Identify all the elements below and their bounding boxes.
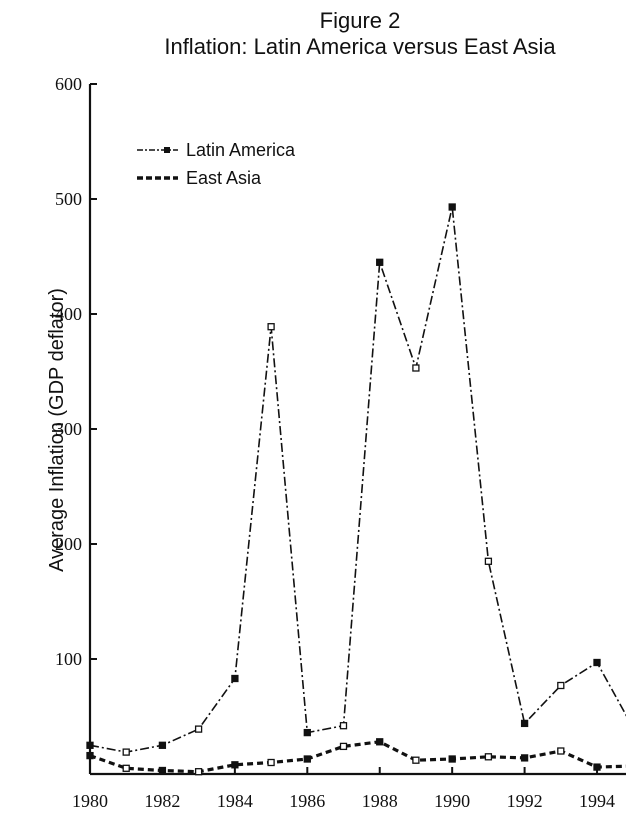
y-tick-label: 500: [55, 189, 82, 209]
data-point: [231, 761, 239, 769]
data-point: [484, 557, 493, 565]
series-layer: [86, 203, 626, 776]
data-point: [448, 203, 456, 211]
data-point: [267, 758, 275, 767]
data-point: [520, 719, 529, 728]
series-line-latin-america: [89, 206, 626, 753]
legend-marker: [164, 147, 170, 153]
legend: Latin America East Asia: [137, 140, 296, 188]
axis-ticks: 100 200 300 400 500 600 1980 1982 1984 1986 1988 19…: [55, 74, 615, 811]
x-tick-label: 1982: [144, 791, 180, 811]
data-point: [194, 768, 203, 776]
data-point: [86, 751, 94, 760]
chart-title: Inflation: Latin America versus East Asi…: [164, 34, 556, 59]
x-tick-label: 1994: [579, 791, 615, 811]
data-point: [376, 738, 384, 746]
data-point: [520, 754, 529, 762]
x-tick-label: 1992: [507, 791, 543, 811]
data-point: [122, 748, 130, 756]
data-point: [158, 741, 167, 749]
data-point: [339, 742, 348, 751]
data-point: [158, 766, 167, 775]
data-point: [303, 755, 311, 763]
axes: [88, 84, 626, 776]
legend-label: East Asia: [186, 168, 262, 188]
data-point: [267, 323, 275, 331]
x-tick-label: 1980: [72, 791, 108, 811]
data-point: [448, 755, 456, 763]
data-point: [412, 756, 420, 764]
series-line-east-asia: [89, 740, 626, 774]
y-tick-label: 100: [55, 649, 82, 669]
legend-label: Latin America: [186, 140, 296, 160]
data-point: [557, 681, 565, 690]
data-point: [339, 722, 348, 730]
x-tick-label: 1984: [217, 791, 253, 811]
y-tick-label: 300: [55, 419, 82, 439]
y-axis-label: Average Inflation (GDP deflator): [46, 288, 68, 572]
data-point: [194, 725, 203, 733]
data-point: [122, 764, 130, 772]
data-point: [86, 741, 94, 749]
data-point: [303, 728, 311, 737]
data-point: [412, 364, 420, 372]
data-point: [557, 747, 565, 755]
data-point: [593, 658, 601, 667]
figure-label: Figure 2: [319, 8, 401, 33]
x-tick-label: 1988: [362, 791, 398, 811]
x-tick-label: 1986: [289, 791, 325, 811]
data-point: [593, 763, 601, 771]
y-tick-label: 400: [55, 304, 82, 324]
x-tick-label: 1990: [434, 791, 470, 811]
y-tick-label: 200: [55, 534, 82, 554]
data-point: [231, 674, 239, 683]
data-point: [484, 753, 493, 761]
y-tick-label: 600: [55, 74, 82, 94]
data-point: [376, 258, 384, 266]
